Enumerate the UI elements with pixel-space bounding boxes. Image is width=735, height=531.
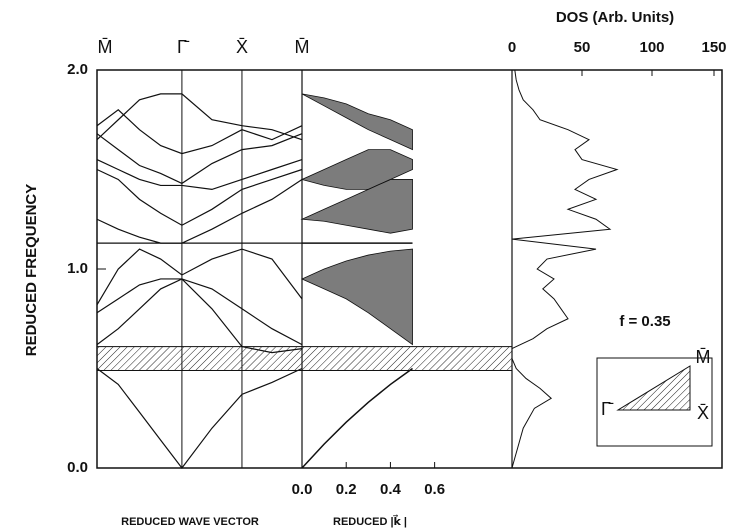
band-gap — [96, 346, 513, 371]
inset-label: Γ̄ — [601, 399, 614, 419]
x-tick-label: 150 — [701, 39, 726, 56]
projected-band — [301, 248, 413, 346]
band-line — [96, 248, 303, 306]
band-line — [96, 367, 303, 469]
y-axis-label: REDUCED FREQUENCY — [23, 184, 40, 357]
band-line — [96, 278, 303, 354]
projected-band — [301, 93, 413, 151]
x-tick-label: Γ̄ — [177, 37, 190, 57]
dos-title: DOS (Arb. Units) — [556, 9, 674, 26]
x-tick-label: 50 — [574, 39, 591, 56]
band-line — [96, 278, 303, 346]
y-tick-label: 0.0 — [67, 459, 88, 476]
band-line — [96, 93, 303, 141]
x-tick-label: M̄ — [98, 37, 113, 57]
projected-band — [300, 149, 413, 190]
x-tick-label: X̄ — [236, 37, 248, 57]
band-line — [96, 178, 303, 244]
x-axis-label: REDUCED |k⃗ | — [333, 514, 407, 528]
band-line — [301, 367, 413, 469]
inset-label: X̄ — [697, 403, 709, 423]
x-tick-label: 0.4 — [380, 481, 402, 498]
projected-band — [300, 179, 413, 234]
x-tick-label: M̄ — [295, 37, 310, 57]
band-line — [96, 158, 303, 191]
x-axis-label: REDUCED WAVE VECTOR — [121, 516, 259, 528]
annotation: f = 0.35 — [619, 313, 670, 330]
band-line — [96, 109, 303, 155]
x-tick-label: 0.0 — [292, 481, 313, 498]
dos-line — [511, 69, 619, 469]
x-tick-label: 0 — [508, 39, 516, 56]
brillouin-zone — [616, 365, 691, 411]
x-tick-label: 100 — [639, 39, 664, 56]
y-tick-label: 2.0 — [67, 61, 88, 78]
x-tick-label: 0.2 — [336, 481, 357, 498]
x-tick-label: 0.6 — [424, 481, 445, 498]
band-line — [96, 133, 303, 185]
y-tick-label: 1.0 — [67, 260, 88, 277]
inset-label: M̄ — [696, 347, 711, 367]
band-line — [96, 168, 303, 226]
